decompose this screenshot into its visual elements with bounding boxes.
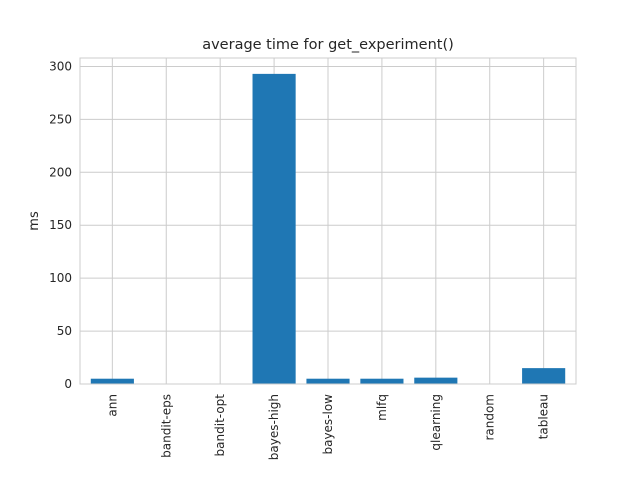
x-tick-label-bandit-eps: bandit-eps bbox=[159, 394, 173, 458]
y-tick-label: 150 bbox=[49, 218, 72, 232]
chart-title: average time for get_experiment() bbox=[202, 37, 454, 53]
x-tick-label-mlfq: mlfq bbox=[375, 394, 389, 421]
bar-qlearning bbox=[414, 377, 458, 384]
y-tick-label: 250 bbox=[49, 112, 72, 126]
x-tick-label-qlearning: qlearning bbox=[429, 394, 443, 451]
x-tick-label-bandit-opt: bandit-opt bbox=[213, 394, 227, 457]
bars bbox=[90, 73, 566, 385]
bar-tableau bbox=[522, 368, 566, 384]
y-tick-label: 100 bbox=[49, 271, 72, 285]
bar-mlfq bbox=[360, 378, 404, 384]
y-tick-label: 300 bbox=[49, 59, 72, 73]
x-tick-label-bayes-high: bayes-high bbox=[267, 394, 281, 460]
axes-frame bbox=[79, 57, 577, 385]
bar-ann bbox=[90, 378, 134, 384]
x-tick-label-random: random bbox=[483, 394, 497, 441]
y-tick-label: 200 bbox=[49, 165, 72, 179]
x-tick-label-ann: ann bbox=[105, 394, 119, 417]
y-tick-label: 50 bbox=[57, 324, 72, 338]
y-axis-label: ms bbox=[27, 211, 42, 231]
grid-lines bbox=[80, 58, 576, 385]
y-tick-label: 0 bbox=[64, 377, 72, 391]
x-tick-label-tableau: tableau bbox=[537, 394, 551, 439]
x-tick-labels: ann bandit-eps bandit-opt bayes-high bayes-l… bbox=[105, 394, 550, 460]
bar-bayes-high bbox=[252, 73, 296, 385]
bar-bayes-low bbox=[306, 378, 350, 384]
y-tick-labels: 0 50 100 150 200 250 300 bbox=[49, 59, 72, 391]
x-tick-label-bayes-low: bayes-low bbox=[321, 394, 335, 455]
